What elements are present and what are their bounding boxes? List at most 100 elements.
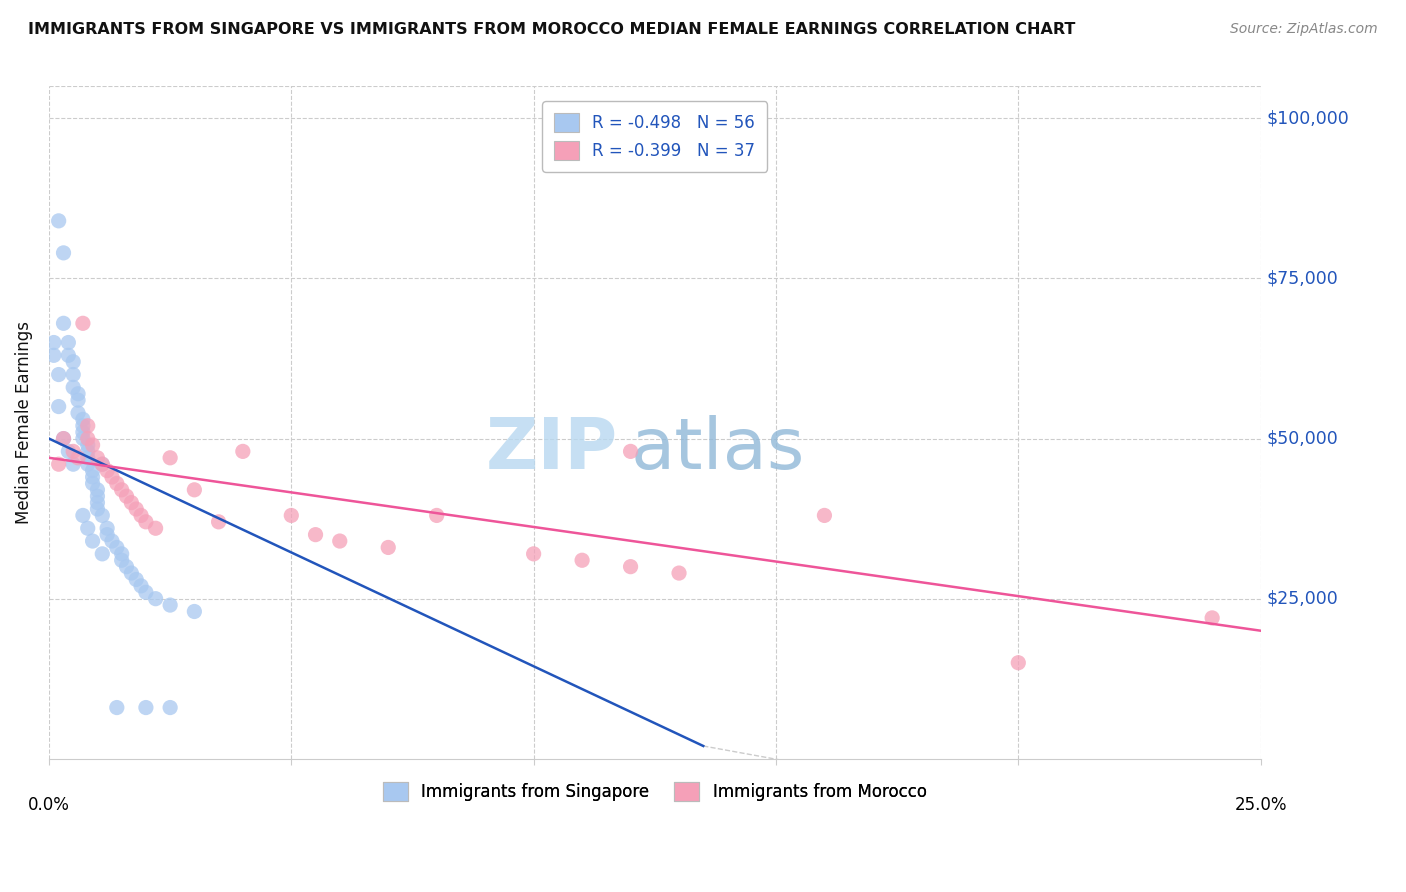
Point [48, 368, 70, 382]
Point [1007, 656, 1029, 670]
Point [329, 534, 352, 549]
Point [42, 335, 65, 350]
Point [105, 476, 128, 491]
Legend: Immigrants from Singapore, Immigrants from Morocco: Immigrants from Singapore, Immigrants fr… [373, 772, 936, 811]
Point [145, 521, 167, 535]
Point [48, 457, 70, 471]
Point [86, 450, 108, 465]
Point [120, 495, 142, 509]
Point [67, 393, 90, 408]
Point [135, 515, 157, 529]
Point [76, 450, 98, 465]
Text: ZIP: ZIP [486, 415, 619, 484]
Text: IMMIGRANTS FROM SINGAPORE VS IMMIGRANTS FROM MOROCCO MEDIAN FEMALE EARNINGS CORR: IMMIGRANTS FROM SINGAPORE VS IMMIGRANTS … [28, 22, 1076, 37]
Point [62, 444, 84, 458]
Point [62, 380, 84, 394]
Text: $25,000: $25,000 [1267, 590, 1339, 607]
Point [377, 541, 399, 555]
Point [72, 418, 94, 433]
Point [62, 368, 84, 382]
Point [82, 464, 104, 478]
Point [91, 547, 114, 561]
Point [619, 559, 641, 574]
Point [86, 502, 108, 516]
Point [111, 483, 134, 497]
Point [129, 508, 152, 523]
Point [62, 457, 84, 471]
Point [72, 425, 94, 440]
Point [159, 450, 181, 465]
Point [159, 598, 181, 612]
Point [1201, 611, 1223, 625]
Point [280, 508, 302, 523]
Point [72, 432, 94, 446]
Point [96, 521, 118, 535]
Point [48, 400, 70, 414]
Point [86, 489, 108, 503]
Point [105, 700, 128, 714]
Point [101, 534, 124, 549]
Text: 0.0%: 0.0% [28, 796, 70, 814]
Point [619, 444, 641, 458]
Point [58, 335, 80, 350]
Point [159, 700, 181, 714]
Point [82, 476, 104, 491]
Point [523, 547, 546, 561]
Point [76, 418, 98, 433]
Point [82, 470, 104, 484]
Point [62, 355, 84, 369]
Point [67, 406, 90, 420]
Point [111, 553, 134, 567]
Text: $100,000: $100,000 [1267, 110, 1350, 128]
Point [58, 444, 80, 458]
Point [52, 432, 75, 446]
Point [232, 444, 254, 458]
Text: 25.0%: 25.0% [1234, 796, 1286, 814]
Point [183, 483, 205, 497]
Point [813, 508, 835, 523]
Point [58, 348, 80, 362]
Point [125, 573, 148, 587]
Point [105, 541, 128, 555]
Point [76, 457, 98, 471]
Text: $75,000: $75,000 [1267, 269, 1339, 287]
Y-axis label: Median Female Earnings: Median Female Earnings [15, 321, 32, 524]
Text: Source: ZipAtlas.com: Source: ZipAtlas.com [1230, 22, 1378, 37]
Point [76, 521, 98, 535]
Point [426, 508, 449, 523]
Point [304, 527, 326, 541]
Point [145, 591, 167, 606]
Point [111, 547, 134, 561]
Point [91, 508, 114, 523]
Point [76, 444, 98, 458]
Point [91, 457, 114, 471]
Point [120, 566, 142, 580]
Point [96, 527, 118, 541]
Point [183, 605, 205, 619]
Point [52, 432, 75, 446]
Point [129, 579, 152, 593]
Point [76, 432, 98, 446]
Point [72, 316, 94, 330]
Point [207, 515, 229, 529]
Point [67, 386, 90, 401]
Point [67, 450, 90, 465]
Point [125, 502, 148, 516]
Point [86, 483, 108, 497]
Point [42, 348, 65, 362]
Point [52, 245, 75, 260]
Point [48, 214, 70, 228]
Point [91, 457, 114, 471]
Point [82, 534, 104, 549]
Text: atlas: atlas [630, 415, 806, 484]
Point [52, 316, 75, 330]
Point [571, 553, 593, 567]
Point [72, 412, 94, 426]
Point [135, 585, 157, 599]
Point [86, 495, 108, 509]
Point [101, 470, 124, 484]
Point [135, 700, 157, 714]
Point [115, 489, 138, 503]
Point [72, 508, 94, 523]
Point [115, 559, 138, 574]
